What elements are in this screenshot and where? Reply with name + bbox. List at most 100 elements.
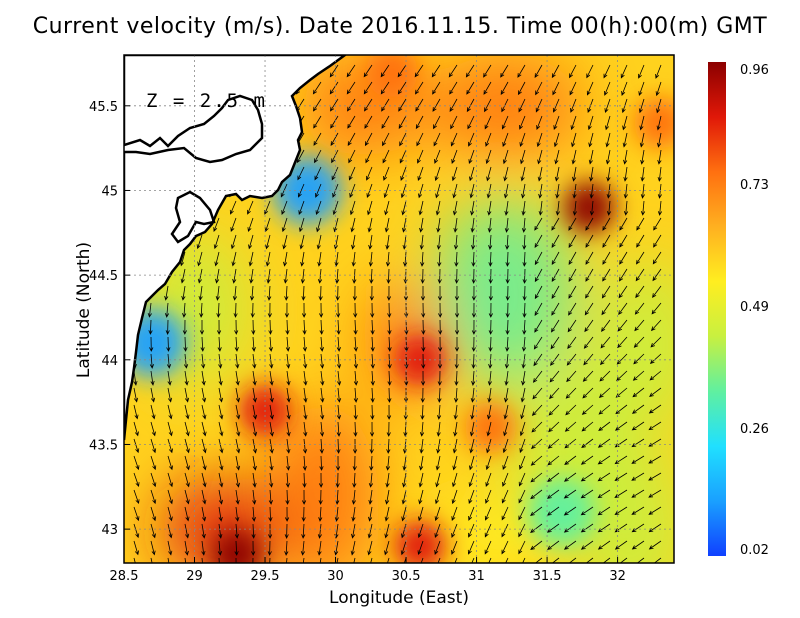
velocity-arrow bbox=[653, 234, 662, 248]
velocity-arrow bbox=[614, 489, 628, 499]
velocity-arrow bbox=[521, 217, 527, 233]
speed-hotspot-1 bbox=[210, 528, 263, 563]
colorbar-tick-4: 0.02 bbox=[740, 543, 769, 558]
velocity-arrow bbox=[336, 438, 341, 454]
velocity-arrow bbox=[251, 336, 256, 352]
velocity-arrow bbox=[534, 285, 543, 300]
velocity-arrow bbox=[398, 98, 407, 112]
velocity-arrow bbox=[451, 166, 458, 182]
velocity-arrow bbox=[370, 353, 375, 369]
velocity-arrow bbox=[598, 421, 611, 432]
velocity-arrow bbox=[432, 98, 441, 112]
velocity-arrow bbox=[281, 217, 288, 233]
velocity-arrow bbox=[164, 302, 170, 318]
velocity-arrow bbox=[657, 200, 663, 216]
velocity-arrow bbox=[623, 183, 628, 199]
velocity-arrow bbox=[370, 319, 375, 335]
velocity-arrow bbox=[640, 166, 645, 182]
velocity-arrow bbox=[568, 302, 577, 316]
velocity-arrow bbox=[347, 98, 356, 112]
velocity-arrow bbox=[486, 421, 492, 437]
velocity-arrow bbox=[252, 472, 257, 488]
velocity-arrow bbox=[501, 489, 509, 504]
velocity-arrow bbox=[167, 455, 173, 471]
colorbar-tick-3: 0.26 bbox=[740, 422, 769, 437]
velocity-arrow bbox=[582, 387, 594, 399]
velocity-arrow bbox=[453, 421, 458, 437]
velocity-arrow bbox=[319, 438, 324, 454]
velocity-arrow bbox=[353, 370, 359, 386]
velocity-arrow bbox=[633, 353, 645, 365]
velocity-arrow bbox=[335, 455, 341, 471]
velocity-arrow bbox=[534, 268, 543, 283]
velocity-arrow bbox=[167, 370, 172, 386]
velocity-arrow bbox=[631, 540, 645, 550]
velocity-arrow bbox=[351, 489, 356, 505]
velocity-arrow bbox=[485, 149, 492, 165]
velocity-arrow bbox=[580, 489, 594, 499]
velocity-arrow bbox=[235, 472, 240, 488]
velocity-arrow bbox=[419, 421, 425, 437]
velocity-arrow bbox=[251, 523, 256, 539]
speed-region bbox=[575, 444, 674, 563]
velocity-arrow bbox=[150, 421, 156, 437]
velocity-arrow bbox=[437, 268, 442, 284]
velocity-arrow bbox=[631, 489, 645, 498]
y-axis: 43 43.5 44 44.5 45 45.5 bbox=[89, 100, 130, 538]
velocity-arrow bbox=[434, 523, 441, 539]
velocity-arrow bbox=[286, 455, 291, 471]
velocity-arrow bbox=[469, 166, 475, 182]
velocity-arrow bbox=[597, 472, 611, 482]
velocity-arrow bbox=[302, 438, 308, 454]
velocity-arrow bbox=[619, 251, 628, 265]
velocity-arrow bbox=[319, 557, 322, 563]
velocity-arrow bbox=[251, 506, 256, 522]
velocity-arrow bbox=[421, 353, 426, 369]
velocity-arrow bbox=[201, 421, 207, 437]
velocity-arrow bbox=[336, 404, 342, 420]
velocity-arrow bbox=[184, 370, 189, 386]
velocity-arrow bbox=[201, 506, 207, 522]
velocity-arrow bbox=[247, 217, 254, 233]
velocity-arrow bbox=[505, 336, 510, 352]
velocity-arrow bbox=[518, 506, 526, 521]
velocity-arrow bbox=[503, 404, 509, 420]
velocity-arrow bbox=[504, 370, 509, 386]
velocity-arrow bbox=[485, 472, 492, 487]
velocity-arrow bbox=[485, 455, 492, 471]
velocity-arrow bbox=[419, 217, 424, 233]
velocity-arrow bbox=[467, 540, 475, 555]
velocity-arrow bbox=[370, 404, 375, 420]
velocity-arrow bbox=[652, 251, 662, 265]
velocity-arrow bbox=[201, 370, 206, 386]
velocity-arrow bbox=[384, 523, 390, 539]
velocity-arrow bbox=[252, 370, 257, 386]
velocity-arrow bbox=[553, 115, 560, 131]
velocity-arrow bbox=[386, 268, 391, 284]
velocity-arrow bbox=[218, 353, 223, 369]
velocity-arrow bbox=[335, 268, 340, 284]
velocity-arrow bbox=[167, 421, 173, 437]
velocity-arrow bbox=[370, 302, 375, 318]
x-tick-label: 29.5 bbox=[251, 569, 280, 584]
velocity-arrow bbox=[303, 404, 308, 420]
velocity-arrow bbox=[353, 387, 358, 403]
velocity-arrow bbox=[167, 506, 173, 522]
velocity-arrow bbox=[638, 98, 645, 114]
velocity-arrow bbox=[269, 438, 274, 454]
velocity-arrow bbox=[505, 251, 510, 267]
velocity-arrow bbox=[400, 540, 407, 556]
velocity-arrow bbox=[183, 353, 189, 369]
velocity-arrow bbox=[435, 489, 441, 505]
velocity-arrow bbox=[617, 336, 628, 349]
velocity-arrow bbox=[133, 540, 139, 556]
velocity-arrow bbox=[318, 489, 323, 505]
velocity-arrow bbox=[552, 81, 560, 96]
velocity-arrow bbox=[419, 455, 424, 471]
velocity-arrow bbox=[201, 540, 206, 556]
velocity-arrow bbox=[417, 540, 424, 556]
velocity-arrow bbox=[601, 285, 611, 299]
y-tick-label: 43 bbox=[101, 523, 118, 538]
velocity-arrow bbox=[133, 506, 140, 522]
velocity-arrow bbox=[505, 557, 509, 563]
